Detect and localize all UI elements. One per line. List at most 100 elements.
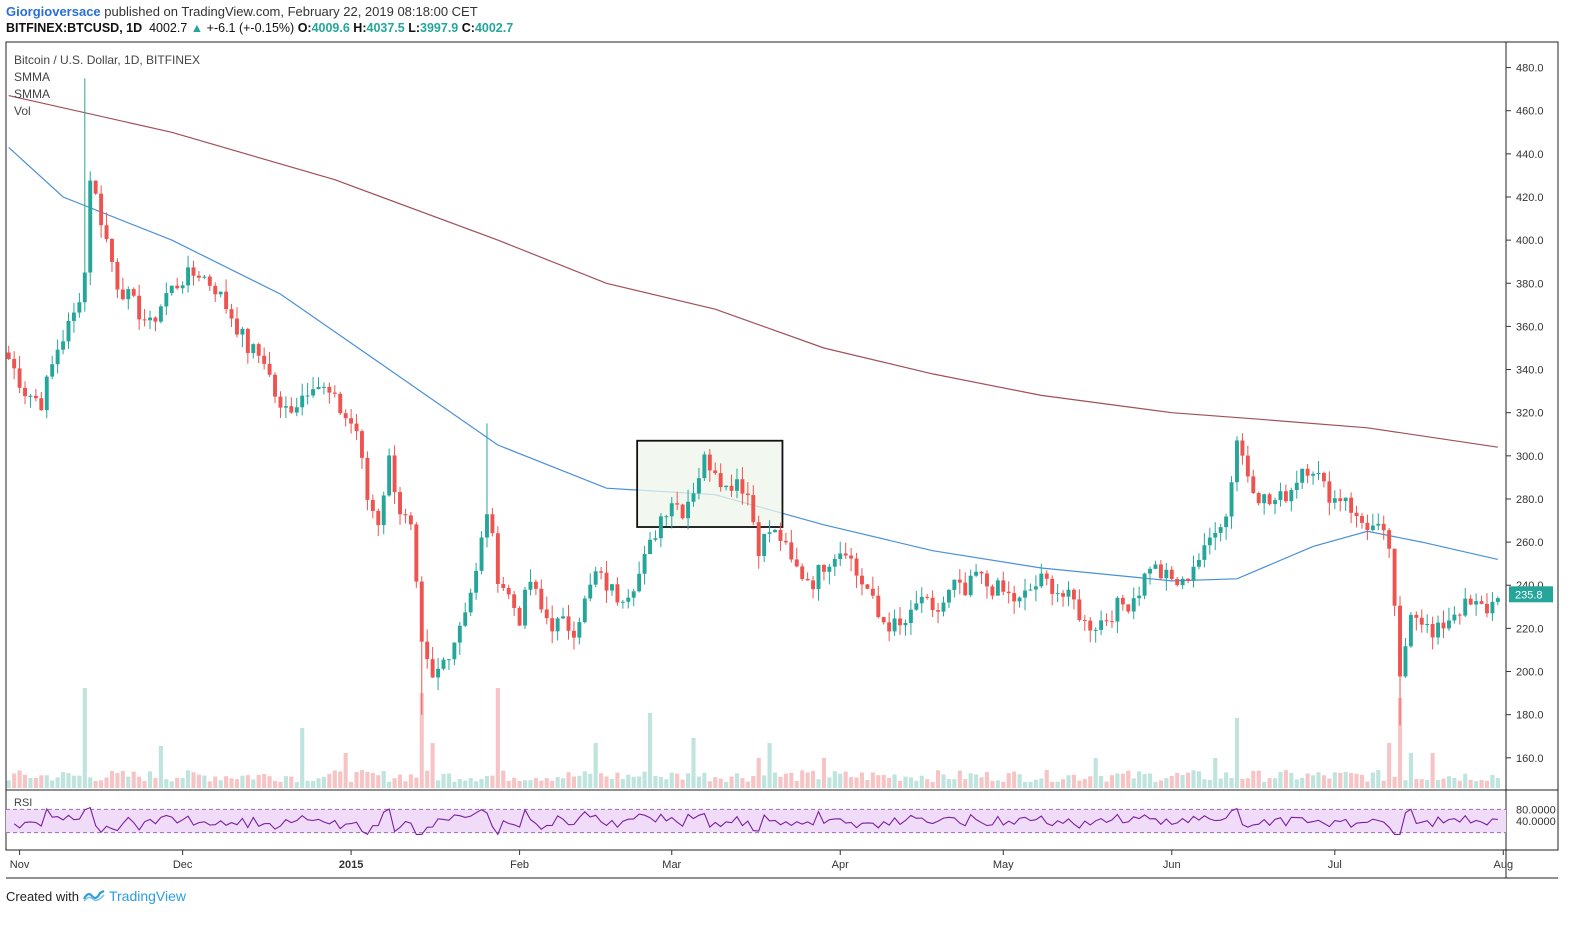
volume-bar: [1365, 781, 1370, 788]
candle-body: [1414, 614, 1419, 618]
candle-body: [436, 668, 441, 678]
rsi-line[interactable]: [13, 806, 1498, 836]
volume-bar: [908, 777, 913, 788]
candle-body: [805, 578, 810, 581]
candle-body: [582, 598, 587, 623]
volume-bar: [419, 693, 424, 788]
candle-body: [71, 312, 76, 321]
volume-bar: [131, 771, 136, 788]
legend-smma-slow[interactable]: SMMA: [14, 87, 50, 101]
candle-body: [349, 418, 354, 424]
volume-bar: [1234, 718, 1240, 788]
candle-body: [207, 276, 212, 286]
volume-bar: [137, 776, 142, 788]
candle-body: [588, 584, 593, 599]
volume-bar: [120, 770, 125, 788]
volume-bar: [224, 776, 229, 788]
candle-body: [1028, 589, 1033, 591]
volume-bar: [218, 780, 223, 788]
volume-bar: [859, 772, 865, 788]
candle-body: [126, 289, 131, 300]
volume-bar: [99, 780, 104, 788]
candle-body: [1278, 491, 1283, 501]
volume-bar: [897, 780, 903, 788]
volume-bar: [44, 775, 49, 788]
close-value: 4002.7: [474, 21, 514, 35]
volume-bar: [669, 772, 674, 788]
candle-body: [164, 293, 169, 307]
legend-smma-fast[interactable]: SMMA: [14, 70, 50, 84]
volume-bar: [1414, 778, 1419, 788]
rsi-band: [6, 809, 1506, 833]
volume-bar: [1452, 777, 1457, 788]
candle-body: [1033, 586, 1038, 590]
volume-bar: [887, 777, 892, 788]
volume-bar: [1061, 779, 1066, 788]
time-tick-label: Aug: [1493, 859, 1513, 871]
author-link[interactable]: Giorgioversace: [6, 4, 101, 19]
volume-bar: [544, 778, 549, 788]
volume-bar: [1495, 778, 1500, 788]
smma-slow-line[interactable]: [8, 95, 1498, 448]
candle-body: [745, 493, 750, 496]
volume-bar: [1354, 773, 1359, 788]
volume-bar: [1066, 775, 1071, 788]
candle-body: [1088, 620, 1093, 631]
candle-body: [773, 529, 777, 533]
candle-body: [343, 413, 348, 419]
candle-body: [245, 328, 250, 354]
candle-body: [571, 630, 576, 638]
volume-bar: [1137, 771, 1142, 788]
candle-body: [414, 524, 419, 582]
candle-body: [191, 267, 196, 276]
volume-bar: [1425, 780, 1430, 788]
candle-body: [686, 501, 691, 519]
rsi-tick-label: 40.0000: [1516, 816, 1556, 828]
candle-body: [892, 618, 897, 632]
volume-bar: [821, 758, 826, 788]
candle-body: [1474, 601, 1479, 605]
volume-bar: [1147, 773, 1153, 788]
legend-volume[interactable]: Vol: [14, 104, 31, 118]
volume-bar: [849, 777, 854, 788]
volume-bar: [1332, 772, 1337, 788]
candle-body: [1245, 455, 1250, 477]
candle-body: [1338, 498, 1343, 502]
candle-body: [202, 276, 207, 278]
volume-bar: [77, 775, 82, 788]
volume-bar: [452, 781, 457, 788]
volume-bar: [229, 778, 234, 788]
candle-body: [664, 516, 669, 518]
candle-body: [28, 395, 33, 397]
time-tick-label: Jul: [1328, 859, 1342, 871]
candle-body: [533, 581, 538, 589]
volume-bar: [811, 770, 816, 788]
candle-body: [66, 320, 71, 342]
tradingview-brand-link[interactable]: TradingView: [108, 888, 187, 904]
volume-bar: [620, 778, 625, 788]
candle-body: [1251, 476, 1256, 494]
volume-bar: [1349, 773, 1354, 788]
candle-body: [936, 610, 941, 612]
low-value: 3997.9: [420, 21, 459, 35]
candle-body: [1408, 614, 1413, 647]
time-tick-label: Mar: [662, 859, 681, 871]
volume-bar: [990, 780, 995, 788]
volume-bar: [756, 758, 761, 788]
candle-body: [1126, 604, 1131, 612]
candle-body: [1110, 621, 1114, 623]
volume-bar: [555, 777, 560, 788]
candle-body: [93, 180, 98, 194]
candle-body: [811, 580, 816, 590]
volume-bar: [892, 774, 897, 788]
candle-body: [952, 579, 957, 590]
volume-bar: [664, 779, 669, 788]
volume-bar: [1316, 772, 1321, 788]
volume-bar: [854, 777, 859, 788]
candle-body: [860, 575, 864, 585]
candle-body: [485, 514, 489, 538]
volume-bar: [876, 775, 881, 788]
smma-fast-line[interactable]: [8, 146, 1498, 582]
candle-body: [1218, 527, 1223, 533]
